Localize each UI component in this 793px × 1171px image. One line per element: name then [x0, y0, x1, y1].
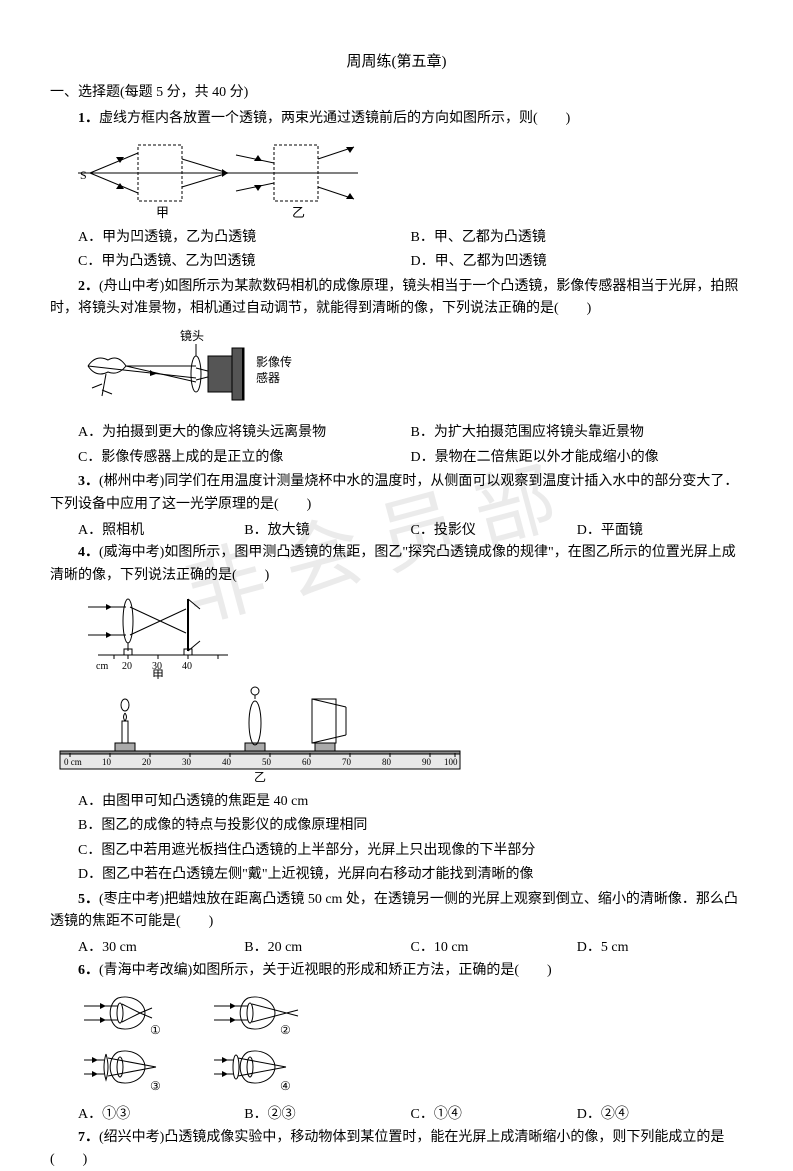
- eye-1: ①: [84, 997, 161, 1037]
- q1-stem: 虚线方框内各放置一个透镜，两束光通过透镜前后的方向如图所示，则( ): [99, 111, 570, 126]
- q6-options: A．①③ B．②③ C．①④ D．②④: [78, 1104, 743, 1126]
- q2-stem: (舟山中考)如图所示为某款数码相机的成像原理，镜头相当于一个凸透镜，影像传感器相…: [50, 279, 738, 316]
- q4-number: 4．: [78, 545, 99, 560]
- candle-icon: [115, 699, 135, 751]
- svg-text:感器: 感器: [256, 370, 280, 385]
- section-header: 一、选择题(每题 5 分，共 40 分): [50, 82, 743, 104]
- svg-text:影像传: 影像传: [256, 354, 292, 369]
- svg-text:20: 20: [122, 661, 132, 672]
- svg-text:④: ④: [280, 1079, 291, 1093]
- q4-text: 4．(威海中考)如图所示，图甲测凸透镜的焦距，图乙"探究凸透镜成像的规律"，在图…: [50, 542, 743, 587]
- q3-number: 3．: [78, 474, 99, 489]
- q4-opt-d: D．图乙中若在凸透镜左侧"戴"上近视镜，光屏向右移动才能找到清晰的像: [78, 864, 743, 886]
- page-title: 周周练(第五章): [50, 50, 743, 74]
- q2-opt-b: B．为扩大拍摄范围应将镜头靠近景物: [411, 422, 744, 444]
- q4-opt-a: A．由图甲可知凸透镜的焦距是 40 cm: [78, 791, 743, 813]
- q3-stem: (郴州中考)同学们在用温度计测量烧杯中水的温度时，从侧面可以观察到温度计插入水中…: [50, 474, 738, 511]
- q2-options: A．为拍摄到更大的像应将镜头远离景物 B．为扩大拍摄范围应将镜头靠近景物 C．影…: [78, 422, 743, 471]
- q2-number: 2．: [78, 279, 99, 294]
- q4-bench-diagram: 0 cm 10 20 30 40 50 60 70 80 90 100 乙: [50, 685, 470, 785]
- q5-opt-a: A．30 cm: [78, 937, 244, 959]
- eye-3: ③: [84, 1051, 161, 1093]
- q3-opt-b: B．放大镜: [244, 520, 410, 542]
- q1-opt-d: D．甲、乙都为凹透镜: [411, 251, 744, 273]
- q6-eye-diagram: ① ② ③: [78, 988, 338, 1098]
- svg-text:镜头: 镜头: [180, 328, 204, 343]
- svg-text:90: 90: [422, 757, 432, 767]
- q1-opt-c: C．甲为凸透镜、乙为凹透镜: [78, 251, 411, 273]
- q6-stem: (青海中考改编)如图所示，关于近视眼的形成和矫正方法，正确的是( ): [99, 963, 552, 978]
- q2-opt-a: A．为拍摄到更大的像应将镜头远离景物: [78, 422, 411, 444]
- q6-opt-c: C．①④: [411, 1104, 577, 1126]
- svg-text:甲: 甲: [156, 205, 169, 220]
- q1-text: 1．虚线方框内各放置一个透镜，两束光通过透镜前后的方向如图所示，则( ): [50, 108, 743, 130]
- svg-text:80: 80: [382, 757, 392, 767]
- q3-opt-c: C．投影仪: [411, 520, 577, 542]
- q6-number: 6．: [78, 963, 99, 978]
- q1-options: A．甲为凹透镜，乙为凸透镜 B．甲、乙都为凸透镜 C．甲为凸透镜、乙为凹透镜 D…: [78, 227, 743, 276]
- q5-text: 5．(枣庄中考)把蜡烛放在距离凸透镜 50 cm 处，在透镜另一侧的光屏上观察到…: [50, 889, 743, 934]
- q2-opt-d: D．景物在二倍焦距以外才能成缩小的像: [411, 447, 744, 469]
- q6-text: 6．(青海中考改编)如图所示，关于近视眼的形成和矫正方法，正确的是( ): [50, 960, 743, 982]
- svg-text:40: 40: [182, 661, 192, 672]
- q3-opt-d: D．平面镜: [577, 520, 743, 542]
- svg-text:60: 60: [302, 757, 312, 767]
- q5-stem: (枣庄中考)把蜡烛放在距离凸透镜 50 cm 处，在透镜另一侧的光屏上观察到倒立…: [50, 892, 738, 929]
- q5-number: 5．: [78, 892, 99, 907]
- svg-text:乙: 乙: [292, 205, 305, 220]
- q7-text: 7．(绍兴中考)凸透镜成像实验中，移动物体到某位置时，能在光屏上成清晰缩小的像，…: [50, 1127, 743, 1171]
- q7-number: 7．: [78, 1130, 99, 1145]
- eye-4: ④: [214, 1051, 291, 1093]
- svg-text:10: 10: [102, 757, 112, 767]
- svg-text:③: ③: [150, 1079, 161, 1093]
- q1-opt-b: B．甲、乙都为凸透镜: [411, 227, 744, 249]
- q1-number: 1．: [78, 111, 99, 126]
- svg-text:乙: 乙: [254, 770, 266, 784]
- svg-text:40: 40: [222, 757, 232, 767]
- svg-text:②: ②: [280, 1023, 291, 1037]
- q4-stem: (威海中考)如图所示，图甲测凸透镜的焦距，图乙"探究凸透镜成像的规律"，在图乙所…: [50, 545, 736, 582]
- lens-icon: [245, 687, 265, 751]
- svg-text:S: S: [80, 168, 87, 182]
- svg-text:100: 100: [444, 757, 458, 767]
- svg-text:20: 20: [142, 757, 152, 767]
- q3-opt-a: A．照相机: [78, 520, 244, 542]
- q6-opt-a: A．①③: [78, 1104, 244, 1126]
- q4-opt-b: B．图乙的成像的特点与投影仪的成像原理相同: [78, 815, 743, 837]
- q5-opt-d: D．5 cm: [577, 937, 743, 959]
- q4-figure1: cm 20 30 40 甲: [78, 593, 743, 679]
- q6-figure: ① ② ③: [78, 988, 743, 1098]
- q1-lens-diagram: S 甲 乙: [78, 137, 358, 221]
- q6-opt-b: B．②③: [244, 1104, 410, 1126]
- svg-text:甲: 甲: [152, 668, 164, 679]
- svg-text:50: 50: [262, 757, 272, 767]
- svg-text:①: ①: [150, 1023, 161, 1037]
- svg-text:70: 70: [342, 757, 352, 767]
- q6-opt-d: D．②④: [577, 1104, 743, 1126]
- q7-stem: (绍兴中考)凸透镜成像实验中，移动物体到某位置时，能在光屏上成清晰缩小的像，则下…: [50, 1130, 724, 1167]
- q1-opt-a: A．甲为凹透镜，乙为凸透镜: [78, 227, 411, 249]
- q2-opt-c: C．影像传感器上成的是正立的像: [78, 447, 411, 469]
- q2-figure: 镜头 影像传 感器: [78, 326, 743, 416]
- q3-text: 3．(郴州中考)同学们在用温度计测量烧杯中水的温度时，从侧面可以观察到温度计插入…: [50, 471, 743, 516]
- svg-text:0 cm: 0 cm: [64, 757, 82, 767]
- q4-options: A．由图甲可知凸透镜的焦距是 40 cm B．图乙的成像的特点与投影仪的成像原理…: [78, 791, 743, 887]
- svg-text:cm: cm: [96, 661, 108, 672]
- q4-opt-c: C．图乙中若用遮光板挡住凸透镜的上半部分，光屏上只出现像的下半部分: [78, 840, 743, 862]
- screen-icon: [312, 699, 346, 751]
- q3-options: A．照相机 B．放大镜 C．投影仪 D．平面镜: [78, 520, 743, 542]
- eye-2: ②: [214, 997, 298, 1037]
- q2-text: 2．(舟山中考)如图所示为某款数码相机的成像原理，镜头相当于一个凸透镜，影像传感…: [50, 276, 743, 321]
- q4-focal-diagram: cm 20 30 40 甲: [78, 593, 238, 679]
- q5-opt-b: B．20 cm: [244, 937, 410, 959]
- q5-options: A．30 cm B．20 cm C．10 cm D．5 cm: [78, 937, 743, 959]
- q1-figure: S 甲 乙: [78, 137, 743, 221]
- q5-opt-c: C．10 cm: [411, 937, 577, 959]
- q4-figure2: 0 cm 10 20 30 40 50 60 70 80 90 100 乙: [50, 685, 743, 785]
- q2-camera-diagram: 镜头 影像传 感器: [78, 326, 308, 416]
- svg-text:30: 30: [182, 757, 192, 767]
